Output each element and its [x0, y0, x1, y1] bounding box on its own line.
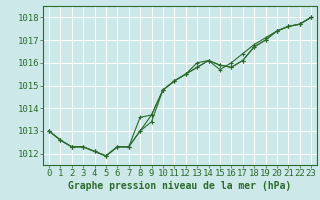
X-axis label: Graphe pression niveau de la mer (hPa): Graphe pression niveau de la mer (hPa): [68, 181, 292, 191]
